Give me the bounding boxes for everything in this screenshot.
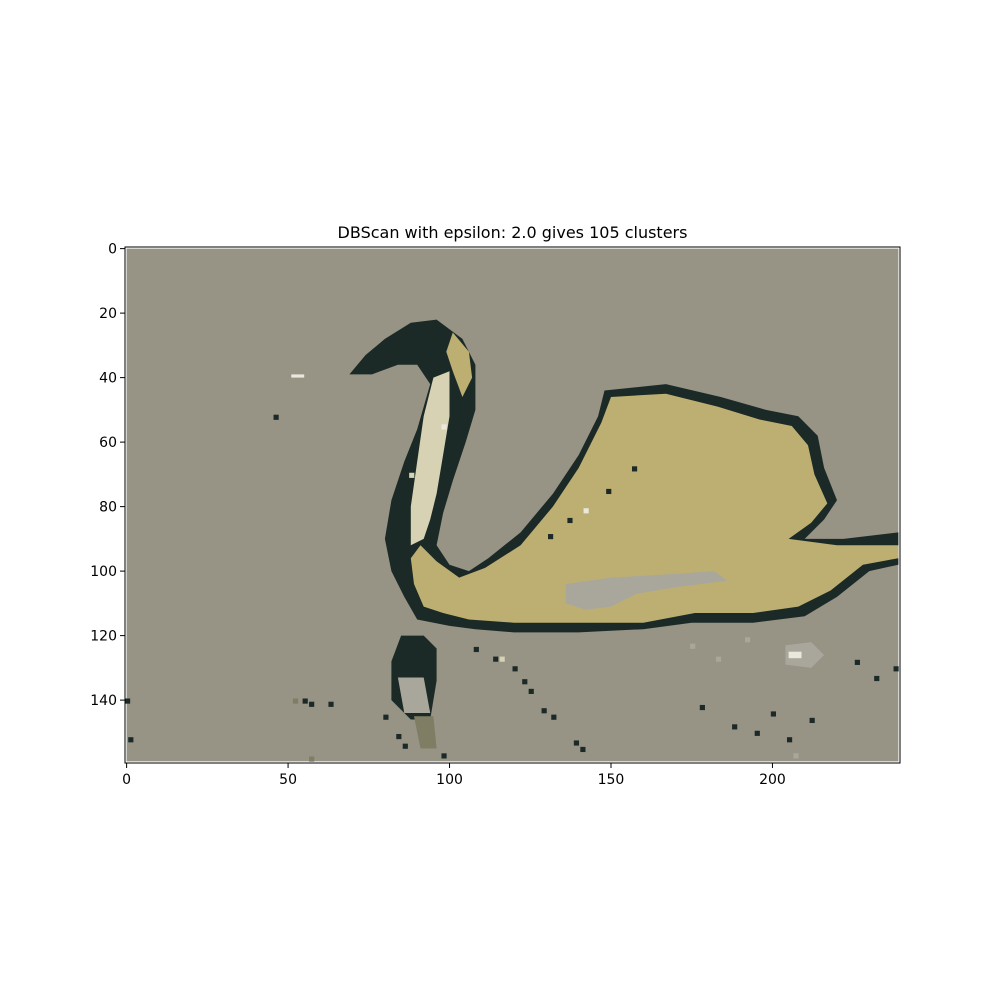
x-axis: 0 50 100 150 200 — [122, 763, 786, 788]
cluster-region-white_patch — [788, 651, 802, 659]
cluster-pixel — [402, 743, 408, 749]
cluster-pixel — [854, 659, 860, 665]
cluster-pixel — [606, 488, 612, 495]
y-tick-label: 100 — [90, 564, 117, 580]
y-tick-label: 60 — [99, 435, 117, 451]
cluster-pixel — [770, 711, 776, 717]
cluster-pixel — [754, 730, 760, 736]
cluster-pixel — [893, 666, 899, 672]
cluster-pixel — [580, 746, 586, 753]
cluster-pixel — [499, 656, 505, 662]
cluster-pixel — [528, 688, 534, 694]
cluster-pixel — [690, 643, 696, 649]
cluster-pixel — [793, 753, 799, 759]
y-tick-label: 140 — [90, 693, 117, 709]
cluster-pixel — [441, 424, 447, 430]
cluster-pixel — [583, 508, 589, 514]
cluster-pixel — [383, 714, 389, 720]
cluster-pixel — [128, 737, 134, 743]
cluster-pixel — [541, 708, 547, 714]
cluster-region-swan_body — [410, 393, 899, 623]
x-tick-label: 0 — [122, 772, 131, 788]
cluster-pixel — [715, 656, 722, 662]
cluster-pixel — [573, 740, 580, 746]
cluster-region-light_feather — [410, 371, 450, 546]
cluster-pixel — [631, 466, 638, 472]
y-tick-label: 80 — [99, 500, 117, 516]
x-tick-label: 200 — [759, 772, 786, 788]
cluster-pixel — [396, 733, 402, 740]
cluster-pixel — [309, 756, 315, 762]
cluster-pixel — [551, 714, 557, 720]
cluster-pixel — [409, 472, 415, 478]
cluster-region-background — [126, 248, 899, 762]
cluster-region-gray_patch — [785, 642, 825, 668]
x-tick-label: 50 — [279, 772, 297, 788]
cluster-pixel — [786, 737, 793, 743]
cluster-pixel — [292, 698, 299, 704]
cluster-pixel — [493, 656, 499, 662]
cluster-image — [125, 248, 899, 762]
cluster-pixel — [874, 675, 880, 682]
cluster-pixel — [302, 698, 308, 704]
y-axis: 0 20 40 60 80 100 120 140 — [90, 242, 125, 709]
cluster-pixel — [699, 704, 705, 711]
cluster-region-gray_patch — [397, 677, 431, 713]
cluster-pixel — [473, 646, 479, 653]
chart-title: DBScan with epsilon: 2.0 gives 105 clust… — [338, 223, 688, 242]
axes-frame — [124, 246, 901, 764]
cluster-pixel — [809, 717, 815, 724]
cluster-pixel — [441, 753, 447, 759]
y-tick-label: 120 — [90, 629, 117, 645]
cluster-region-olive_reflection — [414, 716, 437, 749]
x-tick-label: 150 — [598, 772, 625, 788]
y-tick-label: 20 — [99, 306, 117, 322]
cluster-region-white_patch — [291, 374, 305, 378]
cluster-pixel — [328, 701, 334, 707]
cluster-pixel — [125, 698, 131, 704]
cluster-pixel — [522, 679, 528, 685]
cluster-pixel — [309, 701, 315, 707]
cluster-region-swan_body — [446, 332, 473, 397]
cluster-pixel — [745, 637, 751, 643]
cluster-region-gray_patch — [565, 571, 728, 610]
y-tick-label: 40 — [99, 371, 117, 387]
cluster-pixel — [548, 534, 554, 540]
y-tick-label: 0 — [108, 242, 117, 258]
x-tick-label: 100 — [436, 772, 463, 788]
cluster-pixel — [732, 724, 738, 730]
cluster-pixel — [512, 666, 518, 672]
cluster-pixel — [567, 517, 573, 524]
cluster-pixel — [273, 414, 279, 420]
